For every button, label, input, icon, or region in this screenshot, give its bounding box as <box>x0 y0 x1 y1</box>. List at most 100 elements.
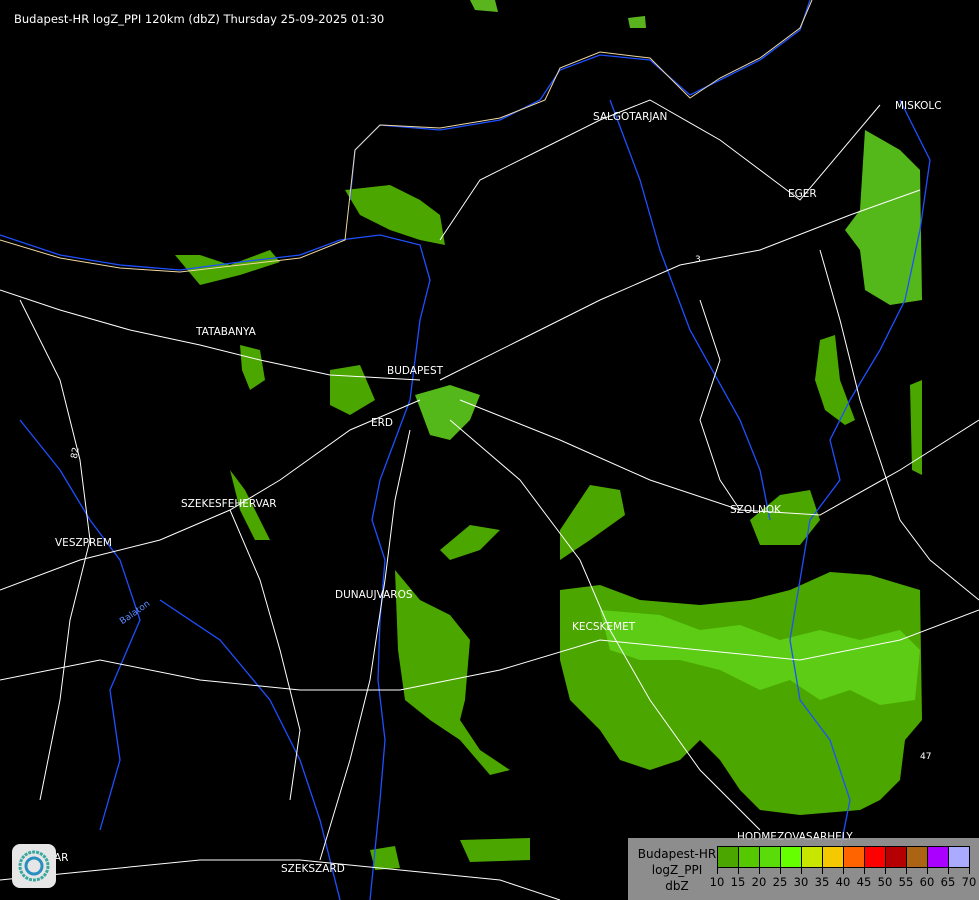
road-south <box>0 659 400 691</box>
echo-area-north <box>345 185 445 245</box>
legend-swatch <box>928 847 949 867</box>
legend-tick-label: 25 <box>772 875 788 889</box>
legend-tick-mark <box>738 868 739 874</box>
road-m1 <box>0 289 421 381</box>
echo-area-szolnok <box>750 490 820 545</box>
river-zagyva <box>609 99 771 521</box>
road-m5 <box>449 419 761 831</box>
road-m6 <box>319 429 411 861</box>
road-north <box>439 99 881 241</box>
legend-tick-mark <box>717 868 718 874</box>
road-m7 <box>0 399 421 591</box>
legend-tick-mark <box>864 868 865 874</box>
road-number-label: 82 <box>69 446 82 460</box>
legend-station: Budapest-HR <box>637 847 717 861</box>
city-label: SZEKSZARD <box>281 863 345 875</box>
map-title: Budapest-HR logZ_PPI 120km (dbZ) Thursda… <box>14 12 385 26</box>
river-border-north <box>349 0 811 201</box>
road-east <box>699 299 741 511</box>
legend-tick-mark <box>948 868 949 874</box>
legend-tick-mark <box>843 868 844 874</box>
legend-tick-label: 55 <box>898 875 914 889</box>
radar-echoes <box>175 0 922 870</box>
legend-tick-label: 65 <box>940 875 956 889</box>
city-label: BUDAPEST <box>387 365 444 377</box>
legend-tick-label: 15 <box>730 875 746 889</box>
road-number-label: 47 <box>920 752 932 762</box>
road-m4 <box>459 399 979 516</box>
legend-tick-mark <box>927 868 928 874</box>
city-label: AR <box>54 852 69 864</box>
road-kecskemet-szeged <box>399 609 979 691</box>
weather-service-logo <box>12 844 56 888</box>
legend-tick-label: 45 <box>856 875 872 889</box>
echo-area-kecskemet-north <box>440 525 500 560</box>
legend-tick-label: 35 <box>814 875 830 889</box>
legend-swatch <box>760 847 781 867</box>
river-misc <box>19 419 141 831</box>
city-label: VESZPREM <box>55 537 112 549</box>
echo-area-east-strip <box>910 380 922 475</box>
legend-tick-mark <box>780 868 781 874</box>
legend-tick-label: 70 <box>961 875 977 889</box>
echo-area-szekszard <box>370 846 400 870</box>
echo-area-tatabanya <box>240 345 265 390</box>
legend-tick-label: 20 <box>751 875 767 889</box>
city-label: SZOLNOK <box>730 504 781 516</box>
legend-swatch <box>886 847 907 867</box>
city-label: DUNAUJVAROS <box>335 589 413 601</box>
road-m3 <box>439 189 921 381</box>
legend-swatch <box>718 847 739 867</box>
echo-area-east <box>845 130 922 305</box>
legend-unit: dbZ <box>665 879 689 893</box>
legend-tick-label: 30 <box>793 875 809 889</box>
legend-color-scale <box>717 846 970 868</box>
echo-area-southeast-bright <box>600 610 920 705</box>
legend-tick-label: 60 <box>919 875 935 889</box>
legend-tick-mark <box>822 868 823 874</box>
echo-area-dunaujvaros <box>395 570 510 775</box>
echo-area-central <box>560 485 625 560</box>
legend-swatch <box>802 847 823 867</box>
legend-swatch <box>739 847 760 867</box>
legend-tick-mark <box>969 868 970 874</box>
city-label: MISKOLC <box>895 100 942 112</box>
legend-tick-mark <box>906 868 907 874</box>
legend-swatch <box>781 847 802 867</box>
river-tisza <box>789 99 931 851</box>
river-danube <box>0 234 431 900</box>
legend-tick-mark <box>759 868 760 874</box>
legend-tick-label: 10 <box>709 875 725 889</box>
city-label: KECSKEMET <box>572 621 636 633</box>
legend-tick-mark <box>885 868 886 874</box>
echo-area-fehervar <box>230 470 270 540</box>
legend-product: logZ_PPI <box>651 863 703 877</box>
echo-area-tisza <box>815 335 855 425</box>
echo-area-top <box>470 0 498 12</box>
echo-area-top2 <box>628 16 646 28</box>
road-east2 <box>819 249 979 601</box>
city-label: EGER <box>788 188 817 200</box>
legend-swatch <box>865 847 886 867</box>
legend-tick-label: 40 <box>835 875 851 889</box>
color-legend: Budapest-HR logZ_PPI dbZ 10 15 20 25 30 35 40 4… <box>628 838 979 900</box>
city-label: SALGOTARJAN <box>593 111 668 123</box>
rivers <box>0 0 931 900</box>
legend-swatch <box>844 847 865 867</box>
echo-area-mid <box>330 365 375 415</box>
legend-tick-label: 50 <box>877 875 893 889</box>
echo-area-south <box>460 838 530 862</box>
echo-area-budapest <box>415 385 480 440</box>
river-sio <box>159 599 341 900</box>
legend-tick-mark <box>801 868 802 874</box>
echo-area-northwest <box>175 250 280 285</box>
road-mid <box>229 509 301 801</box>
city-label: TATABANYA <box>196 326 256 338</box>
city-label: SZEKESFEHERVAR <box>181 498 277 510</box>
road-west <box>19 299 91 801</box>
road-szekszard <box>0 859 561 900</box>
legend-swatch <box>949 847 969 867</box>
